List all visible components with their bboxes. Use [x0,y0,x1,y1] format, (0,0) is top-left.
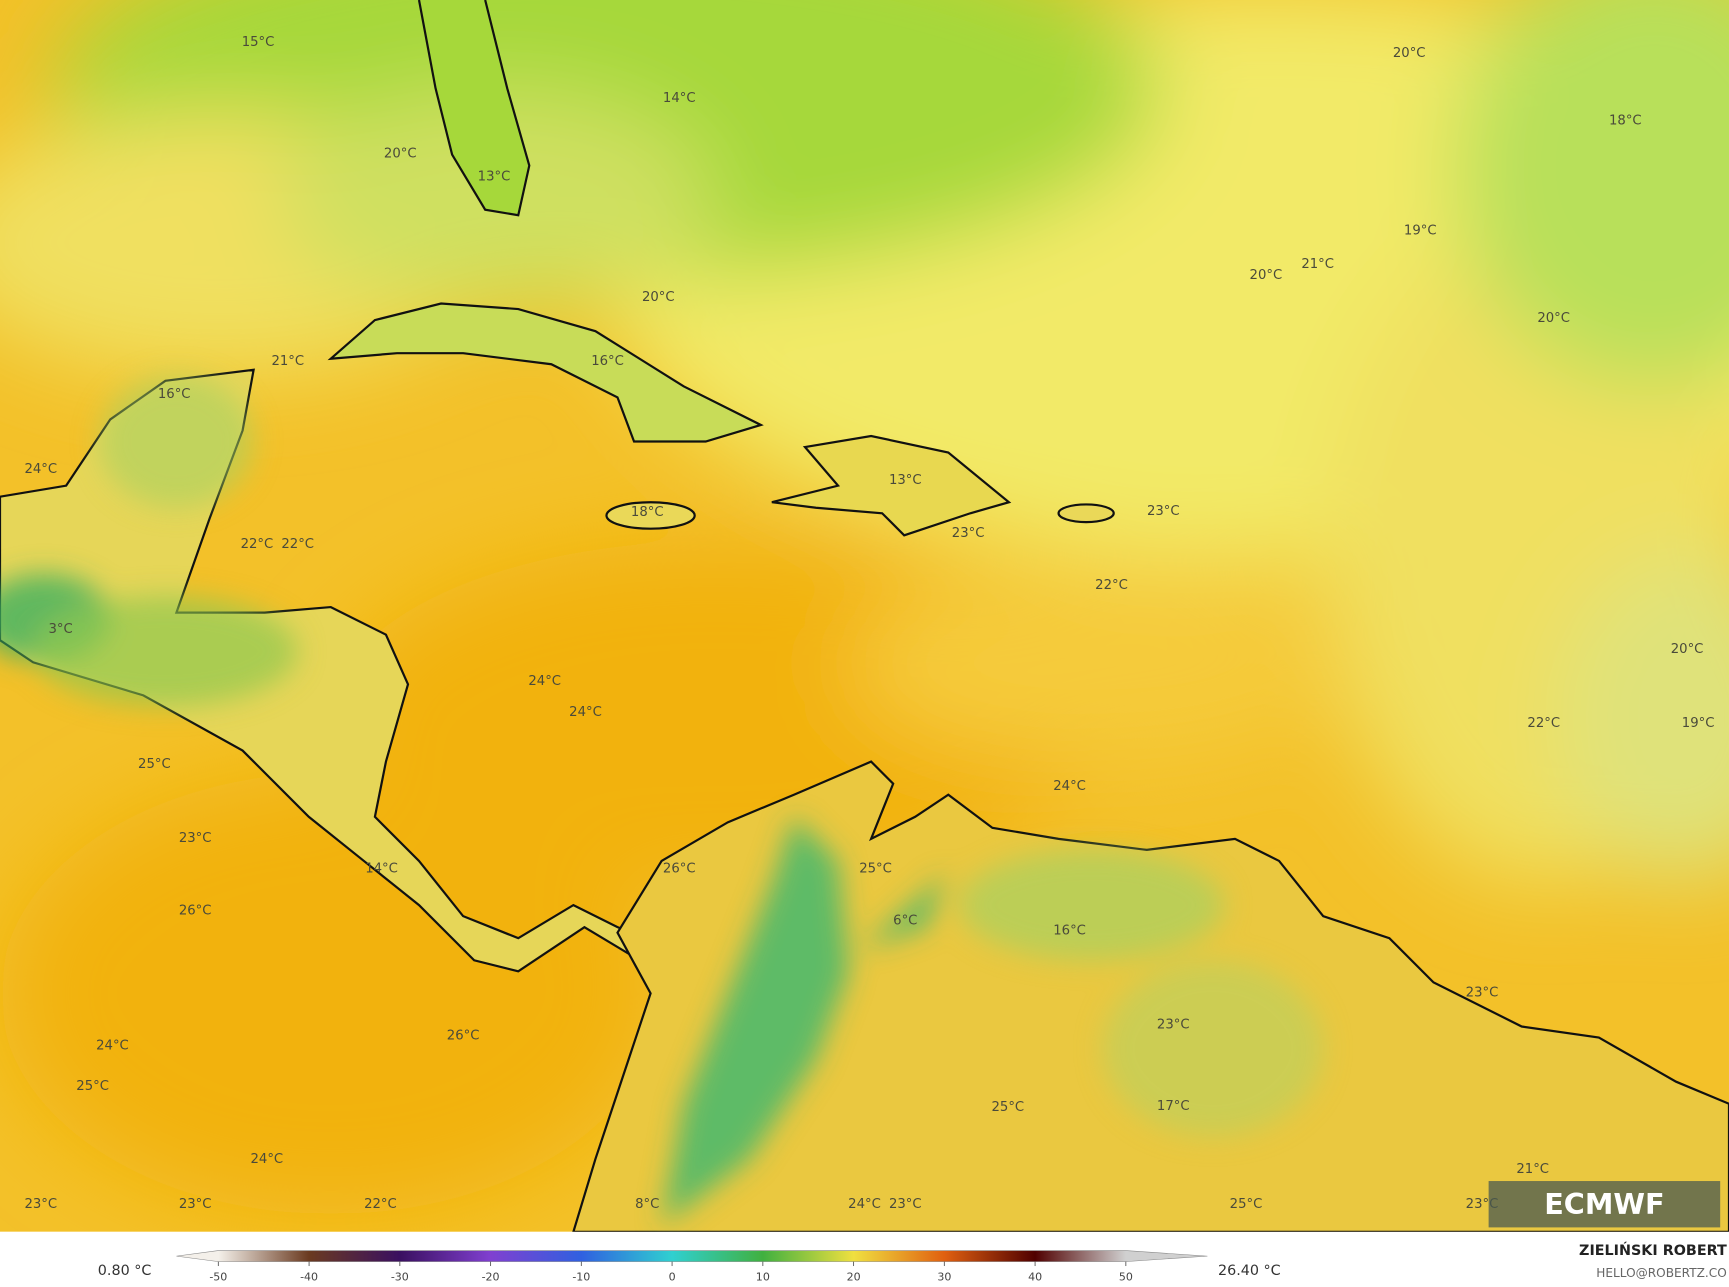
temp-label: 16°C [158,387,191,402]
temp-label: 23°C [24,1197,57,1212]
temp-label: 17°C [1157,1099,1190,1114]
temp-label: 20°C [384,146,417,161]
temp-label: 24°C [528,674,561,689]
temp-label: 25°C [992,1100,1025,1115]
temp-label: 21°C [271,354,304,369]
temp-label: 16°C [591,354,624,369]
temp-label: 20°C [1537,311,1570,326]
colorbar-tick-label: 40 [1028,1270,1042,1283]
colorbar-tick-label: -30 [391,1270,409,1283]
temp-label: 15°C [242,35,275,50]
temp-label: 18°C [631,505,664,520]
temp-label: 22°C [364,1197,397,1212]
temp-label: 14°C [663,91,696,106]
temp-label: 22°C [281,537,314,552]
temp-label: 23°C [179,1197,212,1212]
temp-label: 24°C [848,1197,881,1212]
temp-label: 23°C [889,1197,922,1212]
temp-label: 20°C [1393,46,1426,61]
temp-label: 25°C [138,757,171,772]
map-field [0,0,1729,1232]
colorbar-tick-label: 20 [847,1270,861,1283]
temp-label: 22°C [1095,578,1128,593]
temp-label: 20°C [1250,268,1283,283]
temp-label: 24°C [1053,779,1086,794]
temp-label: 3°C [49,622,73,637]
colorbar-tick-label: -40 [300,1270,318,1283]
temp-label: 16°C [1053,923,1086,938]
temp-label: 13°C [478,170,511,185]
temp-label: 26°C [663,862,696,877]
temp-label: 25°C [859,862,892,877]
temp-label: 23°C [1157,1017,1190,1032]
temp-label: 26°C [179,904,212,919]
colorbar-max: 26.40 °C [1218,1263,1281,1279]
temperature-labels: 15°C 14°C 20°C 18°C 20°C 13°C 19°C 20°C 21°C 20°C… [24,35,1714,1212]
temp-label: 19°C [1404,224,1437,239]
temp-label: 20°C [642,290,675,305]
temp-label: 21°C [1516,1162,1549,1177]
temp-label: 19°C [1682,716,1715,731]
colorbar-tick-label: -50 [209,1270,227,1283]
temp-label: 23°C [952,526,985,541]
temp-label: 24°C [24,462,57,477]
logo-box [1488,1181,1721,1228]
temp-label: 20°C [1671,642,1704,657]
temp-label: 23°C [1147,504,1180,519]
temp-label: 24°C [569,705,602,720]
temp-label: 25°C [1230,1197,1263,1212]
temp-label: 24°C [251,1152,284,1167]
temp-label: 13°C [889,473,922,488]
contact: HELLO@ROBERTZ.CO [1596,1266,1727,1280]
temp-label: 18°C [1609,113,1642,128]
logo: ECMWF [1544,1187,1664,1221]
temp-label: 8°C [635,1197,659,1212]
colorbar-ticks: -50 -40 -30 -20 -10 0 10 20 30 40 50 [209,1261,1133,1283]
temp-label: 24°C [96,1038,129,1053]
temp-label: 22°C [241,537,274,552]
colorbar-tick-label: 30 [937,1270,951,1283]
temp-label: 21°C [1301,257,1334,272]
colorbar-tick-label: -20 [482,1270,500,1283]
colorbar [176,1250,1208,1262]
temp-label: 23°C [179,831,212,846]
colorbar-tick-label: -10 [572,1270,590,1283]
temp-label: 23°C [1466,985,1499,1000]
colorbar-tick-label: 10 [756,1270,770,1283]
author: ZIELIŃSKI ROBERT [1579,1242,1727,1259]
temp-label: 22°C [1527,716,1560,731]
temp-label: 14°C [365,862,398,877]
temp-label: 6°C [893,914,917,929]
colorbar-tick-label: 0 [669,1270,676,1283]
temp-label: 26°C [447,1028,480,1043]
colorbar-min: 0.80 °C [98,1263,152,1279]
colorbar-tick-label: 50 [1119,1270,1133,1283]
temp-label: 25°C [76,1079,109,1094]
